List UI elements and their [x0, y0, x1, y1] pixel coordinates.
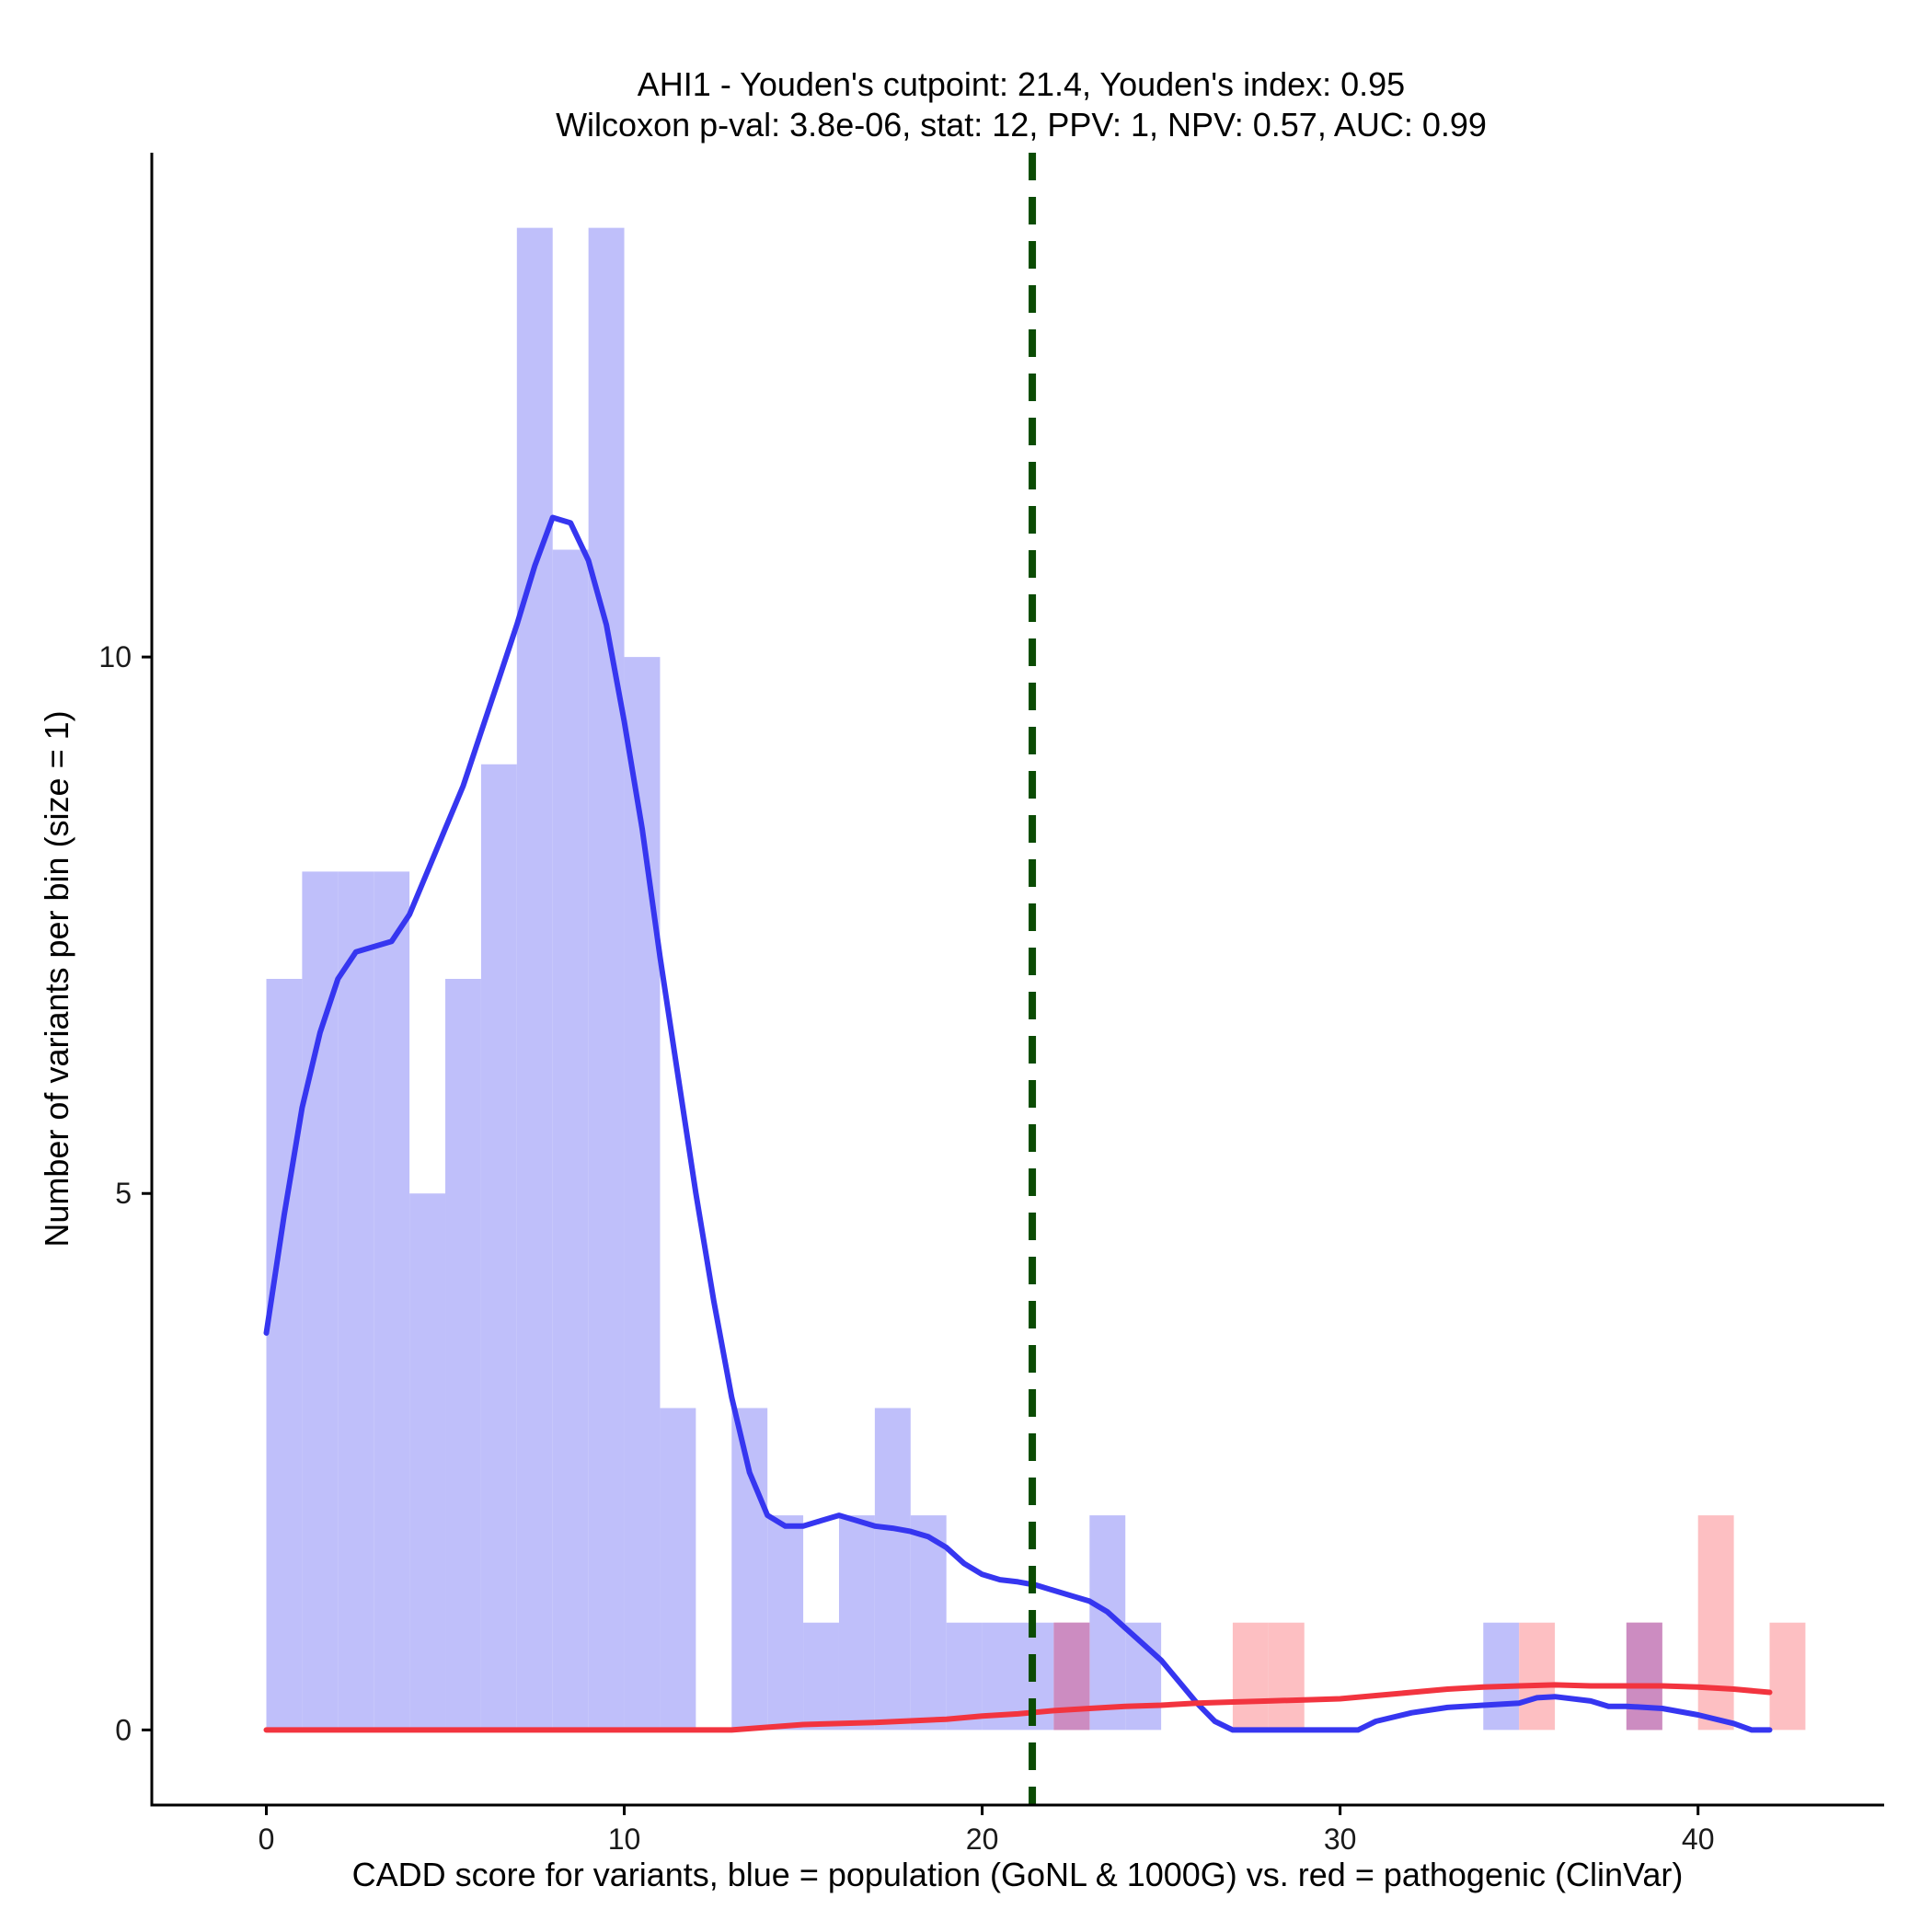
population-bar	[588, 227, 625, 1731]
y-tick-label: 5	[115, 1177, 132, 1210]
x-tick-label: 30	[1324, 1823, 1357, 1856]
pathogenic-bar	[1697, 1515, 1734, 1731]
population-bar	[302, 871, 339, 1731]
pathogenic-bar	[1268, 1622, 1305, 1731]
plot-area	[263, 153, 1806, 1805]
population-bar	[552, 549, 589, 1731]
overlap-bar	[1626, 1622, 1662, 1731]
x-tick-label: 0	[259, 1823, 275, 1856]
x-axis-label: CADD score for variants, blue = populati…	[352, 1856, 1684, 1893]
population-bar	[910, 1515, 947, 1731]
population-bar	[516, 227, 553, 1731]
population-density-line	[263, 514, 1773, 1733]
population-bar	[1125, 1622, 1162, 1731]
pathogenic-bar	[1232, 1622, 1269, 1731]
population-bar	[1483, 1622, 1520, 1731]
chart-title-line2: Wilcoxon p-val: 3.8e-06, stat: 12, PPV: …	[556, 106, 1487, 144]
y-axis-label: Number of variants per bin (size = 1)	[38, 710, 75, 1247]
overlap-bar	[1053, 1622, 1090, 1731]
population-bar	[409, 1193, 446, 1731]
population-bar	[803, 1622, 839, 1731]
population-bar	[445, 979, 481, 1731]
population-bar	[838, 1515, 875, 1731]
population-bar	[946, 1622, 983, 1731]
population-bar	[767, 1515, 804, 1731]
population-bar	[266, 979, 303, 1731]
x-tick-label: 20	[966, 1823, 999, 1856]
x-tick-label: 10	[608, 1823, 641, 1856]
population-bar	[731, 1408, 768, 1731]
population-bar	[480, 764, 517, 1731]
y-tick-label: 10	[98, 640, 132, 673]
pathogenic-density-line	[263, 1682, 1773, 1733]
pathogenic-bar	[1769, 1622, 1806, 1731]
pathogenic-bar	[1519, 1622, 1556, 1731]
y-axis: 0 5 10	[98, 153, 154, 1805]
x-ticks: 0 10 20 30 40	[259, 1805, 1715, 1856]
x-tick-label: 40	[1682, 1823, 1715, 1856]
y-ticks: 0 5 10	[98, 640, 152, 1746]
population-bar	[660, 1408, 696, 1731]
chart-title-line1: AHI1 - Youden's cutpoint: 21.4, Youden's…	[638, 65, 1405, 103]
y-tick-label: 0	[115, 1713, 132, 1746]
population-bar	[338, 871, 374, 1731]
population-bar	[874, 1408, 911, 1731]
x-axis: 0 10 20 30 40	[150, 1803, 1884, 1856]
population-bars	[266, 227, 1662, 1731]
population-bar	[374, 871, 410, 1731]
